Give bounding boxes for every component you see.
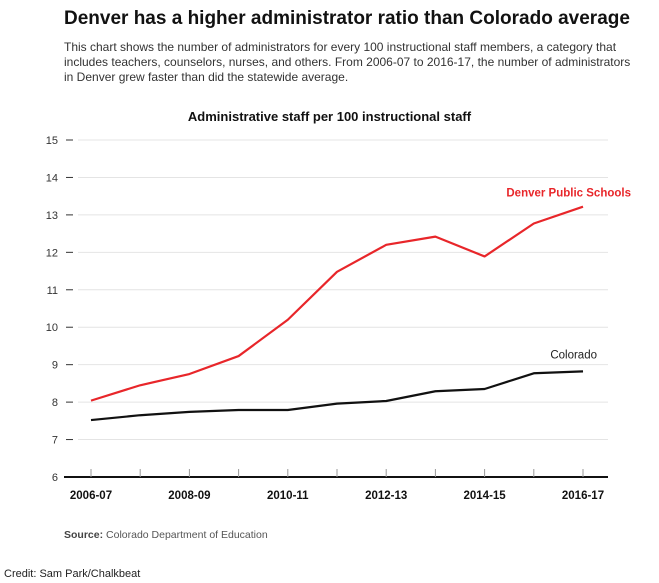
y-tick-label: 10: [46, 322, 58, 334]
x-tick-label: 2012-13: [365, 490, 407, 502]
chart-title: Administrative staff per 100 instruction…: [187, 109, 472, 124]
page-title: Denver has a higher administrator ratio …: [64, 8, 630, 29]
y-tick-label: 9: [52, 360, 58, 372]
y-tick-label: 14: [46, 172, 58, 184]
subtitle: This chart shows the number of administr…: [64, 40, 631, 84]
source-label: Source:: [64, 529, 104, 541]
series-label: Colorado: [550, 349, 597, 361]
y-tick-label: 8: [52, 397, 58, 409]
x-tick-label: 2010-11: [267, 490, 309, 502]
x-tick-label: 2008-09: [168, 490, 210, 502]
x-tick-label: 2016-17: [562, 490, 604, 502]
series-label: Denver Public Schools: [506, 188, 631, 200]
y-tick-label: 6: [52, 472, 58, 484]
y-tick-label: 13: [46, 210, 58, 222]
series-line-denver: [90, 205, 584, 402]
x-tick-label: 2006-07: [70, 490, 112, 502]
source-text: Colorado Department of Education: [106, 529, 268, 541]
y-tick-label: 15: [46, 135, 58, 147]
credit: Credit: Sam Park/Chalkbeat: [4, 568, 141, 580]
y-tick-label: 12: [46, 247, 58, 259]
y-tick-label: 7: [52, 435, 58, 447]
x-tick-label: 2014-15: [463, 490, 506, 502]
y-tick-label: 11: [47, 285, 58, 297]
source: Source: Colorado Department of Education: [64, 529, 268, 541]
